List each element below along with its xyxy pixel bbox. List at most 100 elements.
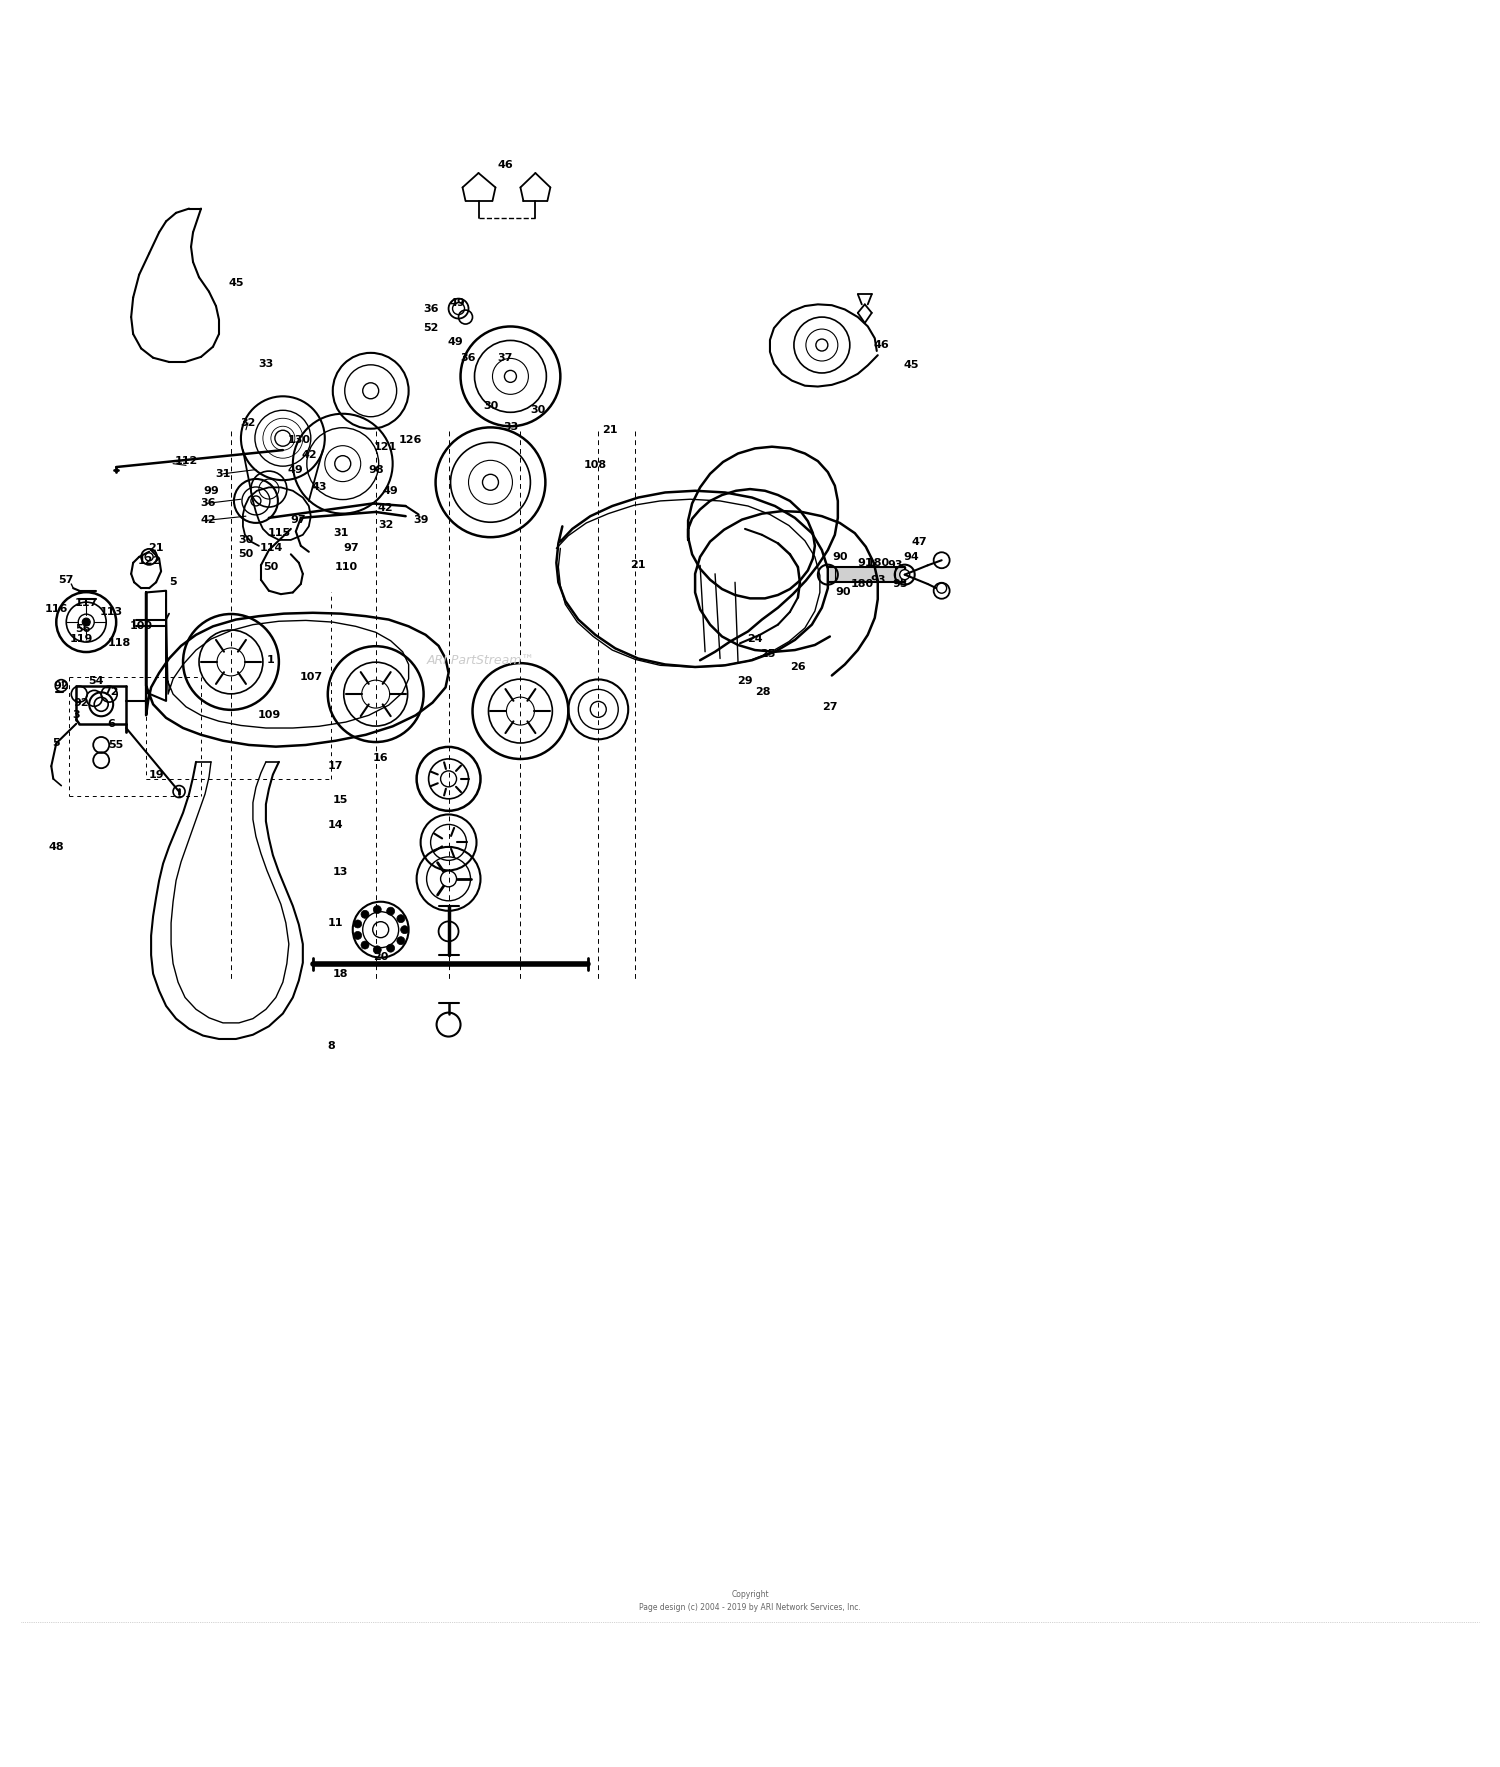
Text: 15: 15 <box>333 795 348 806</box>
Text: 50: 50 <box>264 562 279 573</box>
Text: 42: 42 <box>378 504 393 512</box>
Text: 121: 121 <box>374 442 398 452</box>
Circle shape <box>374 905 381 914</box>
Text: 109: 109 <box>258 710 280 721</box>
Text: 30: 30 <box>531 405 546 415</box>
Circle shape <box>354 921 362 928</box>
Text: 90: 90 <box>836 587 850 597</box>
Text: 180: 180 <box>850 580 873 588</box>
Text: 126: 126 <box>399 435 423 445</box>
Text: 1: 1 <box>267 656 274 664</box>
Text: 115: 115 <box>267 528 291 539</box>
Text: 116: 116 <box>45 604 68 615</box>
Text: 21: 21 <box>603 424 618 435</box>
Text: 130: 130 <box>288 435 310 445</box>
Text: 43: 43 <box>310 482 327 491</box>
Text: 46: 46 <box>498 159 513 170</box>
Text: 6: 6 <box>106 719 116 728</box>
Text: 93: 93 <box>870 574 885 585</box>
Text: 56: 56 <box>75 624 92 634</box>
Text: 50: 50 <box>238 550 254 560</box>
Circle shape <box>441 871 456 887</box>
Text: 46: 46 <box>874 339 890 350</box>
Text: 45: 45 <box>904 360 920 371</box>
Circle shape <box>398 937 405 945</box>
Text: 31: 31 <box>333 528 348 539</box>
Circle shape <box>82 618 90 626</box>
Text: 32: 32 <box>240 419 255 428</box>
Text: 8: 8 <box>327 1041 334 1051</box>
Text: 42: 42 <box>302 451 316 459</box>
Text: 49: 49 <box>382 486 399 497</box>
Circle shape <box>936 583 946 594</box>
Circle shape <box>374 945 381 954</box>
Text: 13: 13 <box>333 868 348 876</box>
Text: 36: 36 <box>423 304 438 313</box>
Circle shape <box>362 942 369 949</box>
Text: 113: 113 <box>99 606 123 617</box>
Text: 49: 49 <box>288 465 303 475</box>
Text: 117: 117 <box>75 599 98 608</box>
Text: 20: 20 <box>374 952 388 961</box>
Text: 30: 30 <box>483 401 498 412</box>
Text: 11: 11 <box>328 917 344 928</box>
Circle shape <box>334 456 351 472</box>
Text: 28: 28 <box>754 687 771 698</box>
Circle shape <box>362 910 369 919</box>
Text: 91: 91 <box>856 558 873 567</box>
Text: 21: 21 <box>148 544 164 553</box>
Text: 100: 100 <box>129 622 153 631</box>
Text: 31: 31 <box>216 468 231 479</box>
Bar <box>830 567 906 583</box>
Text: 97: 97 <box>290 516 306 525</box>
Text: 92: 92 <box>54 680 69 691</box>
Circle shape <box>387 906 394 915</box>
Text: 47: 47 <box>912 537 927 546</box>
Text: 21: 21 <box>630 560 646 571</box>
Text: 49: 49 <box>447 337 464 348</box>
Circle shape <box>400 926 408 933</box>
Text: 118: 118 <box>108 638 130 648</box>
Text: 45: 45 <box>228 277 243 288</box>
Text: ARI PartStream™: ARI PartStream™ <box>426 654 534 666</box>
Text: 55: 55 <box>108 740 124 749</box>
Circle shape <box>354 931 362 940</box>
Text: 98: 98 <box>368 465 384 475</box>
Text: 107: 107 <box>300 671 322 682</box>
Text: 54: 54 <box>88 677 104 686</box>
Text: 25: 25 <box>760 648 776 659</box>
Circle shape <box>591 701 606 717</box>
Text: 30: 30 <box>238 535 254 544</box>
Circle shape <box>372 922 388 938</box>
Text: 72: 72 <box>104 687 118 698</box>
Circle shape <box>441 770 456 786</box>
Text: 17: 17 <box>328 762 344 770</box>
Text: 90: 90 <box>833 551 848 562</box>
Text: 27: 27 <box>822 701 837 712</box>
Circle shape <box>483 474 498 489</box>
Text: 94: 94 <box>904 551 920 562</box>
Text: 36: 36 <box>201 498 216 509</box>
Text: 49: 49 <box>450 297 465 307</box>
Circle shape <box>274 429 291 447</box>
Circle shape <box>251 497 261 505</box>
Text: 97: 97 <box>344 544 358 553</box>
Circle shape <box>387 944 394 952</box>
Text: 95: 95 <box>892 580 908 588</box>
Circle shape <box>816 339 828 352</box>
Text: 24: 24 <box>747 634 764 643</box>
Text: 32: 32 <box>378 519 393 530</box>
Text: 3: 3 <box>72 710 80 721</box>
Text: 57: 57 <box>58 574 74 585</box>
Circle shape <box>398 915 405 922</box>
Text: 112: 112 <box>174 456 198 466</box>
Circle shape <box>900 569 909 580</box>
Text: 26: 26 <box>790 663 806 671</box>
Text: 16: 16 <box>374 753 388 763</box>
Circle shape <box>504 371 516 382</box>
Text: 33: 33 <box>503 422 518 433</box>
Text: 33: 33 <box>258 359 273 369</box>
Text: 29: 29 <box>736 677 753 686</box>
Text: 110: 110 <box>334 562 357 573</box>
Circle shape <box>363 383 378 399</box>
